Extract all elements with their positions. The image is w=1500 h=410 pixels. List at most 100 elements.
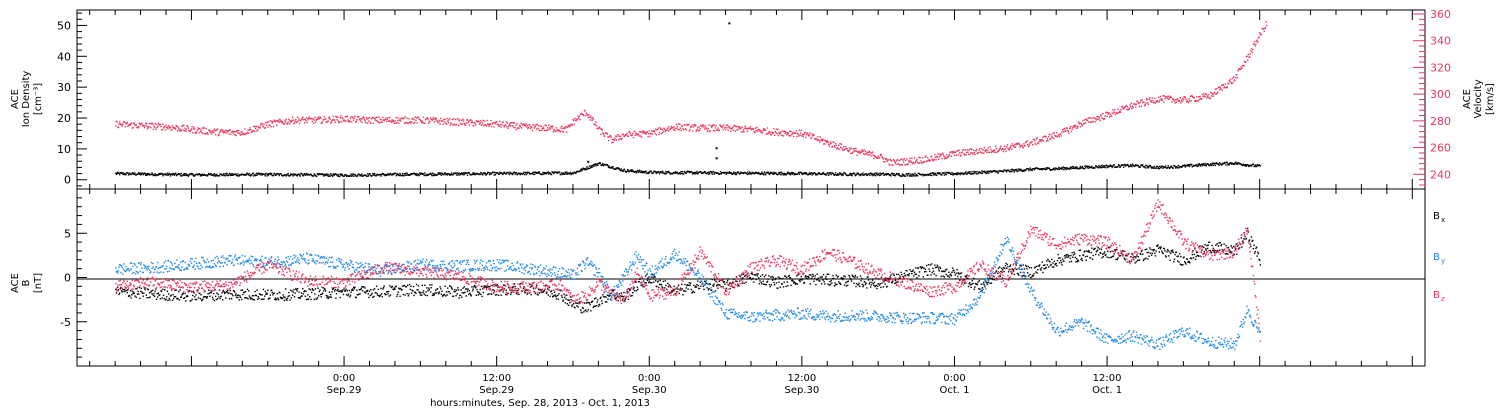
point-velocity [118,123,120,125]
point-bx [358,293,360,295]
point-density [1130,165,1133,167]
point-bx [713,283,715,285]
point-density [694,173,696,175]
point-bx [719,284,721,286]
point-velocity [118,121,121,123]
point-velocity [143,124,145,126]
point-density [1087,165,1089,168]
point-velocity [818,139,820,141]
point-velocity [202,132,204,135]
point-velocity [1063,131,1065,133]
point-bx [127,289,129,291]
point-bx [477,294,479,296]
point-density [586,166,588,168]
point-velocity [721,125,724,127]
point-velocity [781,134,783,137]
point-density [183,173,185,175]
point-velocity [171,125,174,127]
point-velocity [1003,148,1005,151]
point-velocity [750,128,752,130]
point-bx [910,270,912,273]
point-velocity [712,129,715,132]
point-velocity [433,121,436,123]
point-velocity [894,160,896,163]
point-velocity [1028,145,1030,147]
point-bx [812,275,815,277]
point-velocity [119,123,122,125]
point-velocity [284,119,286,122]
point-density [681,171,684,173]
point-bx [596,301,598,303]
point-velocity [387,117,389,119]
point-density [414,174,417,176]
point-velocity [479,122,481,124]
point-density [818,171,820,174]
point-density [588,167,590,170]
point-velocity [868,150,871,153]
point-bx [932,267,934,270]
point-velocity [744,127,746,129]
point-velocity [548,127,551,129]
point-velocity [536,123,539,126]
point-velocity [1143,104,1146,107]
point-density [1040,168,1043,170]
point-velocity [234,130,237,133]
point-density [431,172,434,174]
point-bx [769,285,771,288]
point-density [1204,162,1206,165]
point-velocity [129,124,132,126]
point-velocity [278,121,280,123]
point-bx [819,280,821,282]
point-velocity [1254,45,1256,47]
point-bx [915,273,918,276]
point-density [225,172,227,175]
point-bx [680,289,682,291]
point-density [1152,167,1155,170]
point-velocity [217,134,219,137]
point-density [436,173,439,176]
point-velocity [183,129,186,132]
point-bx [670,292,672,294]
point-density [635,172,638,174]
point-bx [572,303,575,305]
point-bx [923,271,926,273]
point-velocity [803,133,805,136]
point-bx [335,297,337,299]
point-bx [389,285,391,287]
point-bx [773,284,776,286]
point-bx [466,288,468,290]
point-bx [820,276,822,278]
point-bx [891,281,893,284]
point-density [945,173,947,176]
point-velocity [279,118,281,120]
point-velocity [1239,68,1242,70]
point-bx [659,279,661,282]
point-density [558,171,561,173]
point-bx [397,291,399,293]
point-bx [152,294,155,297]
point-density [1224,161,1227,164]
point-velocity [160,125,162,128]
point-velocity [367,117,369,120]
point-bx [715,280,717,283]
point-velocity [233,130,235,133]
point-bx [970,286,972,289]
point-bx [644,282,646,284]
point-bx [136,293,139,295]
point-bx [576,302,579,305]
point-velocity [680,129,682,132]
point-velocity [529,127,532,130]
point-bx [797,274,799,276]
point-bx [361,290,364,292]
point-density [154,173,156,175]
point-bx [605,296,607,298]
point-velocity [537,125,540,127]
point-velocity [272,120,274,123]
point-velocity [153,125,155,127]
point-bx [411,289,413,291]
point-density [730,171,733,174]
point-bx [607,298,609,300]
point-density [1232,162,1234,165]
point-bx [647,277,649,279]
point-velocity [946,154,948,156]
